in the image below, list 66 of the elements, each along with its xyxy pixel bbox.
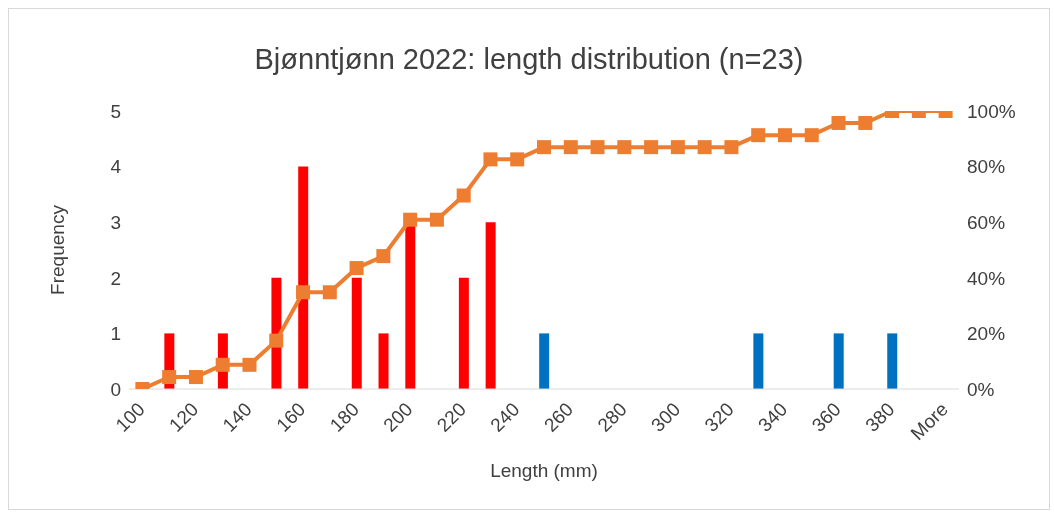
x-tick-label: 280 — [593, 398, 631, 436]
x-tick-label: 200 — [379, 398, 417, 436]
y-tick-label: 0 — [110, 378, 121, 400]
y-tick-label: 1 — [110, 323, 121, 345]
bar — [753, 333, 764, 389]
point — [456, 188, 471, 203]
x-tick-label: 100 — [111, 398, 149, 436]
point — [188, 370, 203, 385]
x-axis-title: Length (mm) — [490, 460, 598, 481]
point — [376, 249, 391, 264]
y2-tick-label: 80% — [967, 156, 1006, 178]
x-tick-label: 240 — [486, 398, 524, 436]
y2-tick-label: 100% — [967, 100, 1016, 122]
point — [590, 140, 605, 155]
point — [322, 285, 337, 300]
y-tick-label: 4 — [110, 156, 122, 178]
point — [697, 140, 712, 155]
point — [483, 152, 498, 167]
bar — [485, 222, 496, 389]
x-tick-label: 220 — [432, 398, 471, 436]
y2-tick-label: 60% — [967, 211, 1006, 233]
bar — [351, 277, 362, 389]
point — [162, 370, 177, 385]
bar — [458, 277, 469, 389]
y-tick-label: 5 — [110, 100, 121, 122]
y-tick-label: 2 — [110, 267, 121, 289]
point — [644, 140, 659, 155]
bar — [887, 333, 898, 389]
point — [429, 212, 444, 227]
point — [831, 115, 846, 130]
point — [858, 115, 873, 130]
bar — [539, 333, 550, 389]
bar — [378, 333, 389, 389]
x-tick-label: 120 — [165, 398, 203, 436]
point — [617, 140, 632, 155]
chart-title: Bjønntjønn 2022: length distribution (n=23) — [253, 43, 805, 76]
point — [777, 128, 792, 143]
point — [804, 128, 819, 143]
y-axis-title: Frequency — [46, 204, 68, 295]
point — [403, 212, 418, 227]
x-tick-label: 180 — [325, 398, 363, 436]
point — [296, 285, 311, 300]
x-tick-label: 260 — [539, 398, 578, 436]
x-tick-label: 160 — [272, 398, 310, 436]
x-tick-label: 360 — [807, 398, 845, 436]
point — [563, 140, 578, 155]
bar — [833, 333, 844, 389]
x-tick-label: 320 — [700, 398, 738, 436]
point — [242, 357, 257, 372]
point — [724, 140, 739, 155]
y2-tick-label: 20% — [967, 323, 1006, 345]
y2-tick-label: 40% — [967, 267, 1006, 289]
y-tick-label: 3 — [110, 211, 121, 233]
point — [751, 128, 766, 143]
x-tick-label: 340 — [754, 398, 792, 436]
point — [349, 261, 364, 276]
bar — [298, 166, 309, 389]
point — [670, 140, 685, 155]
x-tick-label: 300 — [646, 398, 685, 436]
x-tick-label: 380 — [861, 398, 899, 436]
point — [215, 357, 230, 372]
x-tick-label: 140 — [218, 398, 256, 436]
y2-tick-label: 0% — [967, 378, 995, 400]
point — [510, 152, 525, 167]
point — [537, 140, 551, 155]
point — [269, 333, 284, 348]
